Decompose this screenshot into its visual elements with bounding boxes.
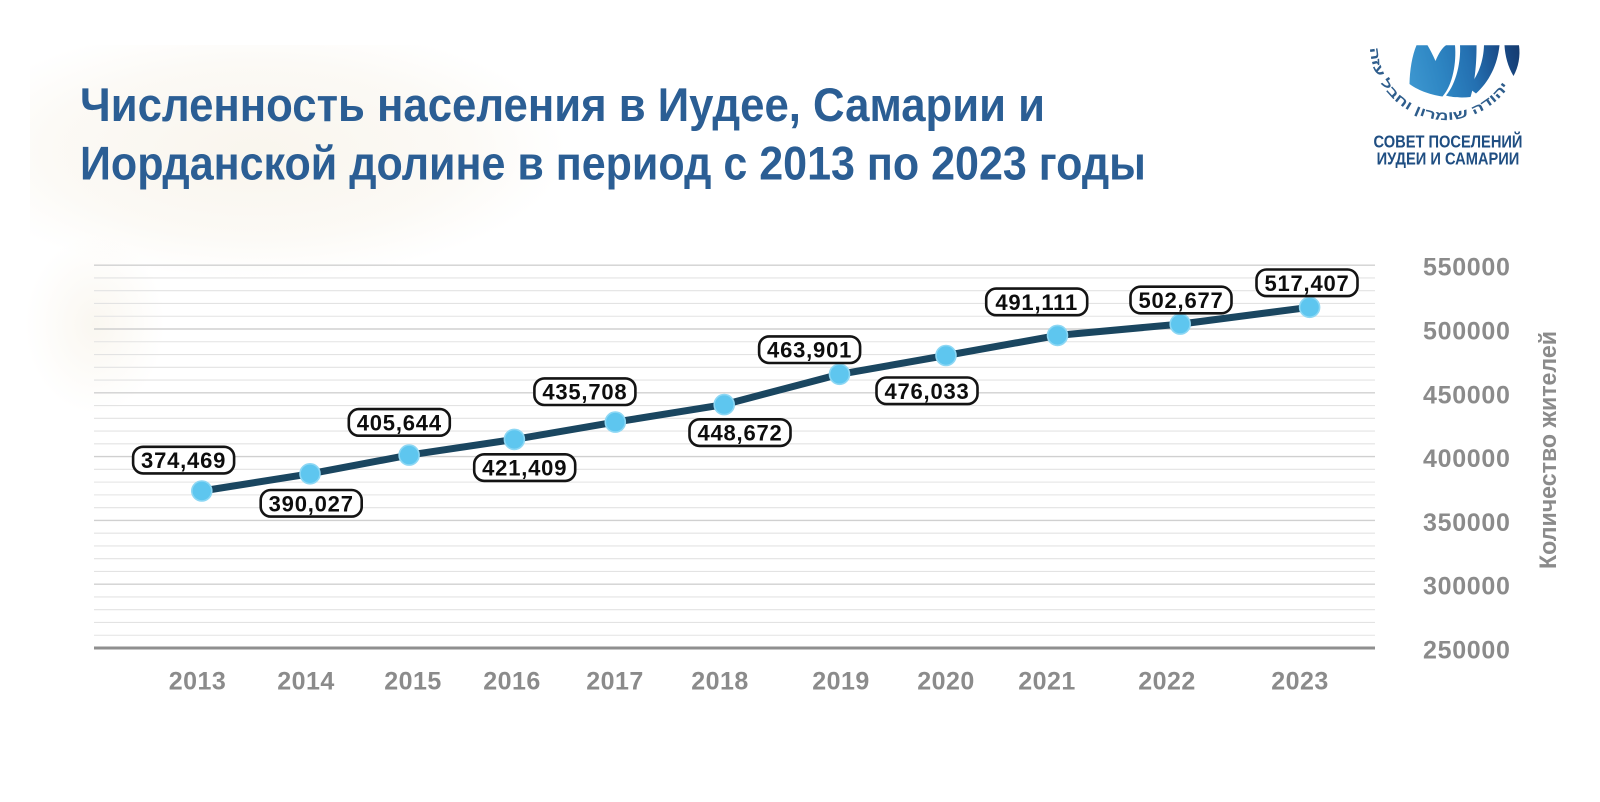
svg-text:2019: 2019 <box>812 668 870 696</box>
svg-text:421,409: 421,409 <box>482 456 567 481</box>
svg-text:450000: 450000 <box>1423 381 1511 409</box>
svg-text:2015: 2015 <box>384 668 442 696</box>
svg-text:550000: 550000 <box>1423 254 1511 282</box>
svg-text:ИУДЕИ И САМАРИИ: ИУДЕИ И САМАРИИ <box>1377 149 1520 169</box>
svg-text:500000: 500000 <box>1423 318 1511 346</box>
svg-text:СОВЕТ ПОСЕЛЕНИЙ: СОВЕТ ПОСЕЛЕНИЙ <box>1374 131 1523 152</box>
svg-text:2016: 2016 <box>483 668 541 696</box>
svg-text:448,672: 448,672 <box>697 421 782 446</box>
svg-text:2018: 2018 <box>691 668 749 696</box>
svg-text:Количество жителей: Количество жителей <box>1535 331 1562 569</box>
svg-text:463,901: 463,901 <box>767 338 852 363</box>
svg-text:2020: 2020 <box>917 668 975 696</box>
svg-text:517,407: 517,407 <box>1264 271 1349 296</box>
svg-text:Иорданской долине в период с 2: Иорданской долине в период с 2013 по 202… <box>80 137 1146 190</box>
svg-text:Численность населения в Иудее,: Численность населения в Иудее, Самарии и <box>80 78 1045 131</box>
svg-text:2013: 2013 <box>169 668 227 696</box>
svg-text:374,469: 374,469 <box>141 448 226 473</box>
svg-text:476,033: 476,033 <box>884 379 969 404</box>
svg-text:250000: 250000 <box>1423 637 1511 665</box>
svg-text:435,708: 435,708 <box>542 380 627 405</box>
svg-text:400000: 400000 <box>1423 445 1511 473</box>
svg-text:300000: 300000 <box>1423 573 1511 601</box>
svg-text:2022: 2022 <box>1138 668 1196 696</box>
svg-text:350000: 350000 <box>1423 509 1511 537</box>
svg-text:405,644: 405,644 <box>357 410 442 435</box>
svg-text:2023: 2023 <box>1271 668 1329 696</box>
svg-text:2021: 2021 <box>1018 668 1076 696</box>
svg-text:502,677: 502,677 <box>1138 288 1223 313</box>
svg-text:2017: 2017 <box>586 668 644 696</box>
svg-text:390,027: 390,027 <box>269 491 354 516</box>
svg-text:2014: 2014 <box>277 668 335 696</box>
svg-text:491,111: 491,111 <box>995 290 1078 315</box>
